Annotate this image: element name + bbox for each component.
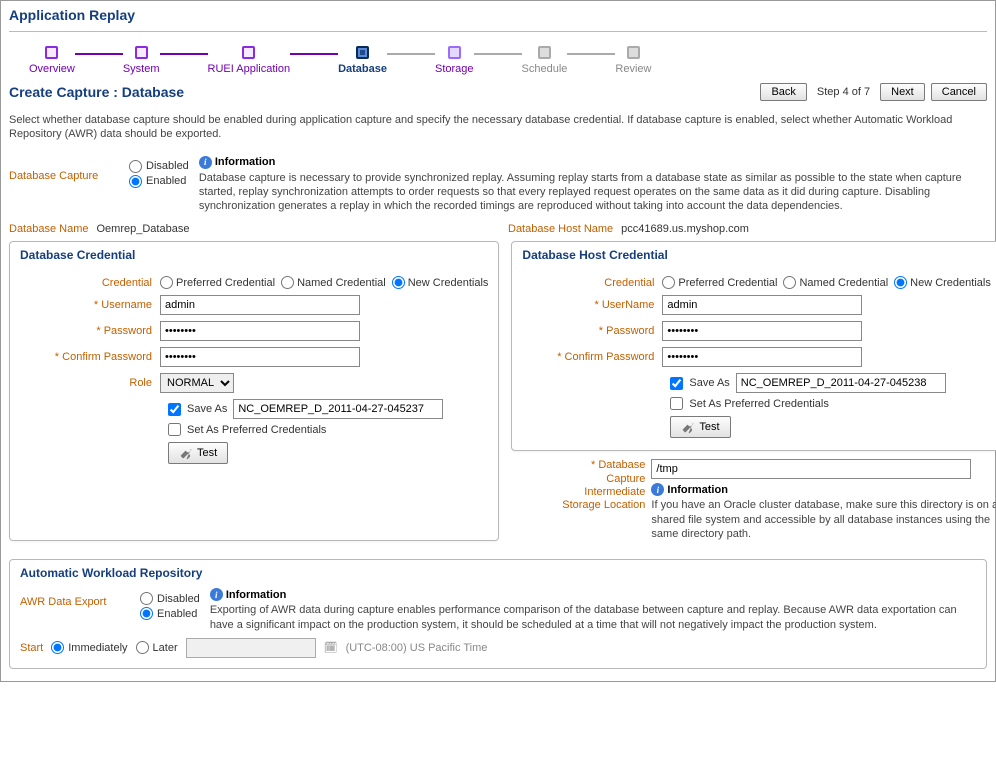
host-cred-named[interactable]: Named Credential bbox=[783, 276, 888, 289]
step-schedule: Schedule bbox=[522, 46, 568, 75]
storage-input[interactable] bbox=[651, 459, 971, 479]
calendar-icon[interactable]: 🗓 bbox=[324, 641, 338, 654]
info-icon: i bbox=[651, 483, 664, 496]
db-cred-label: Credential bbox=[20, 277, 160, 289]
db-username-label: * Username bbox=[20, 299, 160, 311]
host-saveas-input[interactable] bbox=[736, 373, 946, 393]
host-cred-preferred[interactable]: Preferred Credential bbox=[662, 276, 777, 289]
intro-text: Select whether database capture should b… bbox=[9, 113, 987, 142]
host-username-label: * UserName bbox=[522, 299, 662, 311]
db-role-select[interactable]: NORMAL bbox=[160, 373, 234, 393]
awr-info-title: Information bbox=[226, 589, 287, 601]
db-saveas-label: Save As bbox=[187, 403, 227, 415]
db-saveas-check[interactable] bbox=[168, 403, 181, 416]
awr-start-later[interactable]: Later bbox=[136, 641, 178, 654]
wizard-train: Overview System RUEI Application Databas… bbox=[9, 32, 987, 79]
db-role-label: Role bbox=[20, 377, 160, 389]
storage-label: * Database Capture Intermediate Storage … bbox=[511, 459, 651, 541]
awr-date-input[interactable] bbox=[186, 638, 316, 658]
db-password-input[interactable] bbox=[160, 321, 360, 341]
db-name-value: Oemrep_Database bbox=[97, 223, 190, 235]
awr-title: Automatic Workload Repository bbox=[20, 566, 976, 580]
host-saveas-check[interactable] bbox=[670, 377, 683, 390]
host-cred-title: Database Host Credential bbox=[522, 248, 990, 262]
awr-enabled[interactable]: Enabled bbox=[140, 607, 200, 620]
wrench-icon bbox=[179, 446, 193, 460]
step-overview[interactable]: Overview bbox=[29, 46, 75, 75]
awr-export-label: AWR Data Export bbox=[20, 588, 130, 608]
host-password-label: * Password bbox=[522, 325, 662, 337]
next-button[interactable]: Next bbox=[880, 83, 925, 101]
db-cred-named[interactable]: Named Credential bbox=[281, 276, 386, 289]
host-username-input[interactable] bbox=[662, 295, 862, 315]
info-icon: i bbox=[210, 588, 223, 601]
db-host-label: Database Host Name bbox=[508, 223, 613, 235]
db-cred-title: Database Credential bbox=[20, 248, 488, 262]
db-capture-info: Database capture is necessary to provide… bbox=[199, 171, 987, 214]
step-review: Review bbox=[615, 46, 651, 75]
db-username-input[interactable] bbox=[160, 295, 360, 315]
storage-info-text: If you have an Oracle cluster database, … bbox=[651, 498, 996, 541]
host-password-input[interactable] bbox=[662, 321, 862, 341]
db-capture-disabled[interactable]: Disabled bbox=[129, 160, 189, 173]
db-password-label: * Password bbox=[20, 325, 160, 337]
awr-disabled[interactable]: Disabled bbox=[140, 592, 200, 605]
step-storage[interactable]: Storage bbox=[435, 46, 474, 75]
db-confirm-label: * Confirm Password bbox=[20, 351, 160, 363]
page-title: Create Capture : Database bbox=[9, 84, 184, 100]
awr-panel: Automatic Workload Repository AWR Data E… bbox=[9, 559, 987, 669]
step-indicator: Step 4 of 7 bbox=[813, 86, 874, 98]
step-database[interactable]: Database bbox=[338, 46, 387, 75]
db-setpref-label: Set As Preferred Credentials bbox=[187, 424, 326, 436]
db-capture-enabled[interactable]: Enabled bbox=[129, 175, 189, 188]
db-name-label: Database Name bbox=[9, 223, 89, 235]
host-cred-label: Credential bbox=[522, 277, 662, 289]
host-setpref-check[interactable] bbox=[670, 397, 683, 410]
host-credential-panel: Database Host Credential Credential Pref… bbox=[511, 241, 996, 451]
db-test-button[interactable]: Test bbox=[168, 442, 228, 464]
host-cred-new[interactable]: New Credentials bbox=[894, 276, 991, 289]
cancel-button[interactable]: Cancel bbox=[931, 83, 987, 101]
db-saveas-input[interactable] bbox=[233, 399, 443, 419]
host-confirm-label: * Confirm Password bbox=[522, 351, 662, 363]
host-confirm-input[interactable] bbox=[662, 347, 862, 367]
info-icon: i bbox=[199, 156, 212, 169]
db-capture-label: Database Capture bbox=[9, 156, 119, 182]
step-system[interactable]: System bbox=[123, 46, 160, 75]
storage-info-title: Information bbox=[667, 484, 728, 496]
info-title: Information bbox=[215, 156, 276, 168]
db-credential-panel: Database Credential Credential Preferred… bbox=[9, 241, 499, 541]
awr-start-immediately[interactable]: Immediately bbox=[51, 641, 127, 654]
awr-start-label: Start bbox=[20, 642, 43, 654]
wrench-icon bbox=[681, 420, 695, 434]
back-button[interactable]: Back bbox=[760, 83, 806, 101]
host-setpref-label: Set As Preferred Credentials bbox=[689, 398, 828, 410]
step-ruei[interactable]: RUEI Application bbox=[208, 46, 291, 75]
db-host-value: pcc41689.us.myshop.com bbox=[621, 223, 749, 235]
host-saveas-label: Save As bbox=[689, 377, 729, 389]
host-test-button[interactable]: Test bbox=[670, 416, 730, 438]
app-title: Application Replay bbox=[9, 1, 987, 32]
awr-info-text: Exporting of AWR data during capture ena… bbox=[210, 603, 976, 632]
db-cred-preferred[interactable]: Preferred Credential bbox=[160, 276, 275, 289]
db-confirm-input[interactable] bbox=[160, 347, 360, 367]
timezone-text: (UTC-08:00) US Pacific Time bbox=[346, 642, 488, 654]
db-cred-new[interactable]: New Credentials bbox=[392, 276, 489, 289]
db-setpref-check[interactable] bbox=[168, 423, 181, 436]
